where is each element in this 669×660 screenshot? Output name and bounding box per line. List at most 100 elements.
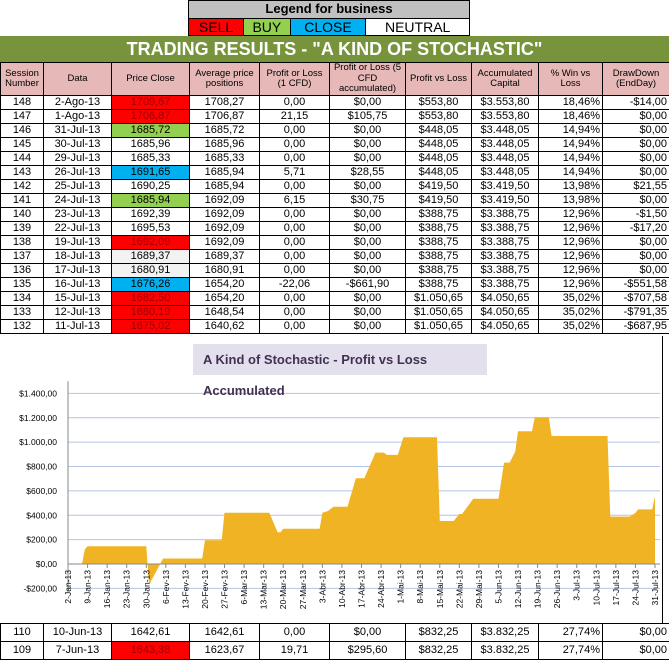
accumulated-capital-cell[interactable]: $3.388,75: [472, 208, 539, 222]
avg-price-cell[interactable]: 1648,54: [190, 306, 260, 320]
pl-1cfd-cell[interactable]: 6,15: [260, 194, 330, 208]
profit-vs-loss-cell[interactable]: $419,50: [406, 194, 472, 208]
session-number-cell[interactable]: 147: [1, 110, 44, 124]
drawdown-cell[interactable]: -$14,00: [603, 96, 669, 110]
pl-5cfd-cell[interactable]: $0,00: [330, 124, 406, 138]
pl-5cfd-cell[interactable]: $0,00: [330, 138, 406, 152]
win-pct-cell[interactable]: 14,94%: [539, 138, 603, 152]
pl-5cfd-cell[interactable]: $0,00: [330, 320, 406, 334]
drawdown-cell[interactable]: $21,55: [603, 180, 669, 194]
price-close-cell[interactable]: 1692,09: [112, 236, 190, 250]
date-cell[interactable]: 2-Ago-13: [44, 96, 112, 110]
price-close-cell[interactable]: 1680,91: [112, 264, 190, 278]
session-number-cell[interactable]: 145: [1, 138, 44, 152]
price-close-cell[interactable]: 1642,61: [112, 624, 190, 642]
win-pct-cell[interactable]: 14,94%: [539, 152, 603, 166]
pl-1cfd-cell[interactable]: 19,71: [260, 642, 330, 660]
drawdown-cell[interactable]: $0,00: [603, 138, 669, 152]
pl-5cfd-cell[interactable]: $0,00: [330, 236, 406, 250]
session-number-cell[interactable]: 133: [1, 306, 44, 320]
price-close-cell[interactable]: 1689,37: [112, 250, 190, 264]
win-pct-cell[interactable]: 12,96%: [539, 250, 603, 264]
avg-price-cell[interactable]: 1640,62: [190, 320, 260, 334]
price-close-cell[interactable]: 1685,72: [112, 124, 190, 138]
drawdown-cell[interactable]: $0,00: [603, 236, 669, 250]
profit-vs-loss-cell[interactable]: $553,80: [406, 96, 472, 110]
accumulated-capital-cell[interactable]: $3.448,05: [472, 124, 539, 138]
date-cell[interactable]: 17-Jul-13: [44, 264, 112, 278]
date-cell[interactable]: 12-Jul-13: [44, 306, 112, 320]
avg-price-cell[interactable]: 1623,67: [190, 642, 260, 660]
profit-chart[interactable]: -$200,00$0,00$200,00$400,00$600,00$800,0…: [0, 336, 663, 623]
date-cell[interactable]: 18-Jul-13: [44, 250, 112, 264]
drawdown-cell[interactable]: $0,00: [603, 264, 669, 278]
profit-vs-loss-cell[interactable]: $388,75: [406, 278, 472, 292]
accumulated-capital-cell[interactable]: $3.388,75: [472, 250, 539, 264]
accumulated-capital-cell[interactable]: $3.419,50: [472, 180, 539, 194]
win-pct-cell[interactable]: 13,98%: [539, 194, 603, 208]
pl-1cfd-cell[interactable]: 0,00: [260, 292, 330, 306]
pl-5cfd-cell[interactable]: $0,00: [330, 306, 406, 320]
accumulated-capital-cell[interactable]: $3.448,05: [472, 138, 539, 152]
drawdown-cell[interactable]: -$707,58: [603, 292, 669, 306]
session-number-cell[interactable]: 134: [1, 292, 44, 306]
avg-price-cell[interactable]: 1692,09: [190, 208, 260, 222]
drawdown-cell[interactable]: $0,00: [603, 250, 669, 264]
pl-1cfd-cell[interactable]: 0,00: [260, 320, 330, 334]
pl-1cfd-cell[interactable]: -22,06: [260, 278, 330, 292]
profit-vs-loss-cell[interactable]: $832,25: [406, 642, 472, 660]
avg-price-cell[interactable]: 1685,96: [190, 138, 260, 152]
profit-vs-loss-cell[interactable]: $388,75: [406, 236, 472, 250]
date-cell[interactable]: 16-Jul-13: [44, 278, 112, 292]
win-pct-cell[interactable]: 14,94%: [539, 124, 603, 138]
pl-1cfd-cell[interactable]: 0,00: [260, 222, 330, 236]
pl-5cfd-cell[interactable]: $105,75: [330, 110, 406, 124]
pl-5cfd-cell[interactable]: $30,75: [330, 194, 406, 208]
pl-1cfd-cell[interactable]: 0,00: [260, 138, 330, 152]
win-pct-cell[interactable]: 35,02%: [539, 306, 603, 320]
accumulated-capital-cell[interactable]: $3.388,75: [472, 264, 539, 278]
profit-vs-loss-cell[interactable]: $1.050,65: [406, 320, 472, 334]
price-close-cell[interactable]: 1682,50: [112, 292, 190, 306]
accumulated-capital-cell[interactable]: $4.050,65: [472, 306, 539, 320]
date-cell[interactable]: 31-Jul-13: [44, 124, 112, 138]
pl-1cfd-cell[interactable]: 0,00: [260, 236, 330, 250]
date-cell[interactable]: 1-Ago-13: [44, 110, 112, 124]
date-cell[interactable]: 29-Jul-13: [44, 152, 112, 166]
accumulated-capital-cell[interactable]: $3.448,05: [472, 152, 539, 166]
avg-price-cell[interactable]: 1689,37: [190, 250, 260, 264]
win-pct-cell[interactable]: 18,46%: [539, 110, 603, 124]
session-number-cell[interactable]: 109: [1, 642, 44, 660]
session-number-cell[interactable]: 135: [1, 278, 44, 292]
drawdown-cell[interactable]: $0,00: [603, 124, 669, 138]
date-cell[interactable]: 25-Jul-13: [44, 180, 112, 194]
profit-vs-loss-cell[interactable]: $1.050,65: [406, 306, 472, 320]
price-close-cell[interactable]: 1680,19: [112, 306, 190, 320]
session-number-cell[interactable]: 138: [1, 236, 44, 250]
price-close-cell[interactable]: 1675,02: [112, 320, 190, 334]
profit-vs-loss-cell[interactable]: $388,75: [406, 264, 472, 278]
profit-vs-loss-cell[interactable]: $419,50: [406, 180, 472, 194]
price-close-cell[interactable]: 1685,94: [112, 194, 190, 208]
date-cell[interactable]: 11-Jul-13: [44, 320, 112, 334]
drawdown-cell[interactable]: $0,00: [603, 166, 669, 180]
pl-1cfd-cell[interactable]: 0,00: [260, 250, 330, 264]
price-close-cell[interactable]: 1690,25: [112, 180, 190, 194]
accumulated-capital-cell[interactable]: $3.832,25: [472, 624, 539, 642]
price-close-cell[interactable]: 1676,26: [112, 278, 190, 292]
price-close-cell[interactable]: 1706,87: [112, 110, 190, 124]
session-number-cell[interactable]: 142: [1, 180, 44, 194]
session-number-cell[interactable]: 141: [1, 194, 44, 208]
avg-price-cell[interactable]: 1685,72: [190, 124, 260, 138]
profit-vs-loss-cell[interactable]: $832,25: [406, 624, 472, 642]
pl-5cfd-cell[interactable]: $0,00: [330, 208, 406, 222]
win-pct-cell[interactable]: 35,02%: [539, 292, 603, 306]
drawdown-cell[interactable]: -$791,35: [603, 306, 669, 320]
win-pct-cell[interactable]: 18,46%: [539, 96, 603, 110]
drawdown-cell[interactable]: $0,00: [603, 110, 669, 124]
win-pct-cell[interactable]: 27,74%: [539, 642, 603, 660]
accumulated-capital-cell[interactable]: $3.388,75: [472, 236, 539, 250]
price-close-cell[interactable]: 1692,39: [112, 208, 190, 222]
price-close-cell[interactable]: 1695,53: [112, 222, 190, 236]
avg-price-cell[interactable]: 1692,09: [190, 236, 260, 250]
